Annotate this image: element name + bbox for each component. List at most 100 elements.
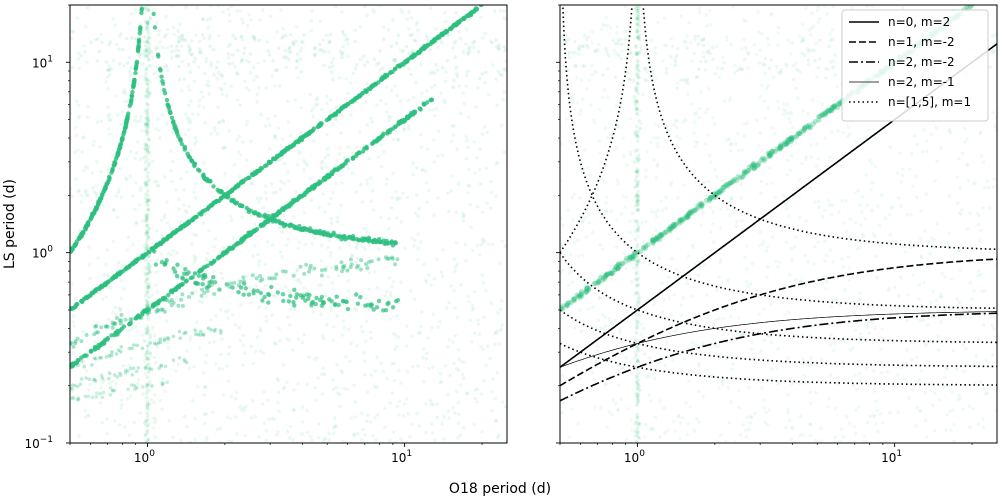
noise-point: [239, 408, 244, 412]
noise-point: [639, 322, 644, 327]
noise-point: [212, 269, 216, 274]
stripe-point: [146, 382, 151, 386]
noise-point: [606, 135, 610, 140]
noise-point: [493, 396, 498, 401]
noise-point: [170, 130, 174, 135]
noise-point: [108, 285, 113, 290]
noise-point: [590, 63, 594, 68]
noise-point: [124, 329, 129, 333]
noise-point: [302, 210, 307, 215]
stripe-point: [145, 115, 149, 120]
noise-point: [903, 361, 908, 366]
noise-point: [431, 402, 436, 407]
band-point: [183, 38, 188, 43]
noise-point: [326, 245, 330, 250]
noise-point: [86, 194, 90, 198]
noise-point: [661, 228, 666, 233]
stripe-point: [146, 261, 150, 265]
noise-point: [153, 420, 157, 425]
band-point: [395, 41, 399, 46]
noise-point: [501, 97, 506, 102]
noise-point: [322, 372, 327, 377]
stripe-point: [635, 345, 640, 350]
band-point: [180, 34, 184, 38]
noise-point: [400, 10, 405, 14]
stripe-point: [144, 242, 149, 246]
noise-point: [359, 182, 363, 187]
noise-point: [185, 210, 189, 215]
noise-point: [122, 63, 126, 68]
noise-point: [949, 277, 954, 281]
noise-point: [728, 96, 733, 100]
alias-point: [319, 268, 324, 273]
noise-point: [560, 69, 563, 73]
noise-point: [592, 121, 597, 125]
noise-point: [295, 268, 299, 273]
noise-point: [220, 367, 225, 371]
alias-point: [113, 321, 118, 326]
noise-point: [161, 377, 165, 381]
noise-point: [166, 340, 170, 345]
noise-point: [808, 422, 812, 427]
stripe-point: [147, 161, 152, 166]
noise-point: [448, 373, 452, 378]
noise-point: [625, 309, 629, 314]
identity-point: [94, 287, 99, 292]
noise-point: [301, 158, 306, 163]
noise-point: [379, 143, 384, 147]
harmonic-point: [249, 230, 255, 235]
noise-point: [454, 71, 459, 76]
noise-point: [950, 390, 955, 394]
noise-point: [590, 41, 595, 46]
stripe-point: [147, 402, 152, 406]
noise-point: [335, 391, 340, 396]
noise-point: [341, 44, 346, 49]
noise-point: [344, 355, 348, 359]
noise-point: [486, 93, 491, 97]
alias-point: [90, 395, 95, 400]
band-point: [504, 47, 507, 51]
alias-point: [241, 275, 246, 280]
stripe-point: [145, 437, 150, 442]
noise-point: [87, 245, 91, 249]
band-point: [320, 48, 325, 52]
alias-point: [124, 118, 129, 123]
noise-point: [987, 206, 992, 210]
harmonic-point: [364, 146, 369, 151]
noise-point: [264, 429, 269, 433]
noise-point: [692, 428, 697, 433]
alias-point: [70, 396, 74, 401]
stripe-point: [147, 45, 151, 50]
noise-point: [763, 71, 768, 76]
alias-point: [162, 338, 167, 343]
noise-point: [364, 296, 368, 301]
alias-point: [341, 264, 345, 269]
noise-point: [157, 32, 161, 37]
noise-point: [439, 379, 444, 384]
noise-point: [319, 107, 324, 112]
noise-point: [391, 171, 395, 176]
noise-point: [281, 387, 286, 391]
stripe-point: [146, 344, 150, 349]
alias-point: [103, 186, 108, 191]
stripe-point: [145, 406, 149, 410]
alias-point: [119, 345, 124, 349]
noise-point: [790, 258, 794, 262]
noise-point: [88, 276, 92, 281]
alias-point: [292, 287, 297, 292]
band-point: [374, 62, 379, 67]
alias-point: [145, 308, 150, 313]
stripe-point: [143, 258, 148, 263]
noise-point: [920, 304, 924, 308]
noise-point: [885, 369, 890, 374]
noise-point: [331, 190, 335, 195]
noise-point: [681, 296, 686, 300]
band-point: [428, 48, 433, 52]
stripe-point: [144, 350, 149, 355]
band-point: [70, 65, 75, 70]
noise-point: [113, 313, 118, 317]
y-tick-label: 101: [32, 54, 53, 70]
noise-point: [940, 294, 944, 299]
identity-point: [327, 116, 332, 121]
noise-point: [350, 171, 355, 175]
